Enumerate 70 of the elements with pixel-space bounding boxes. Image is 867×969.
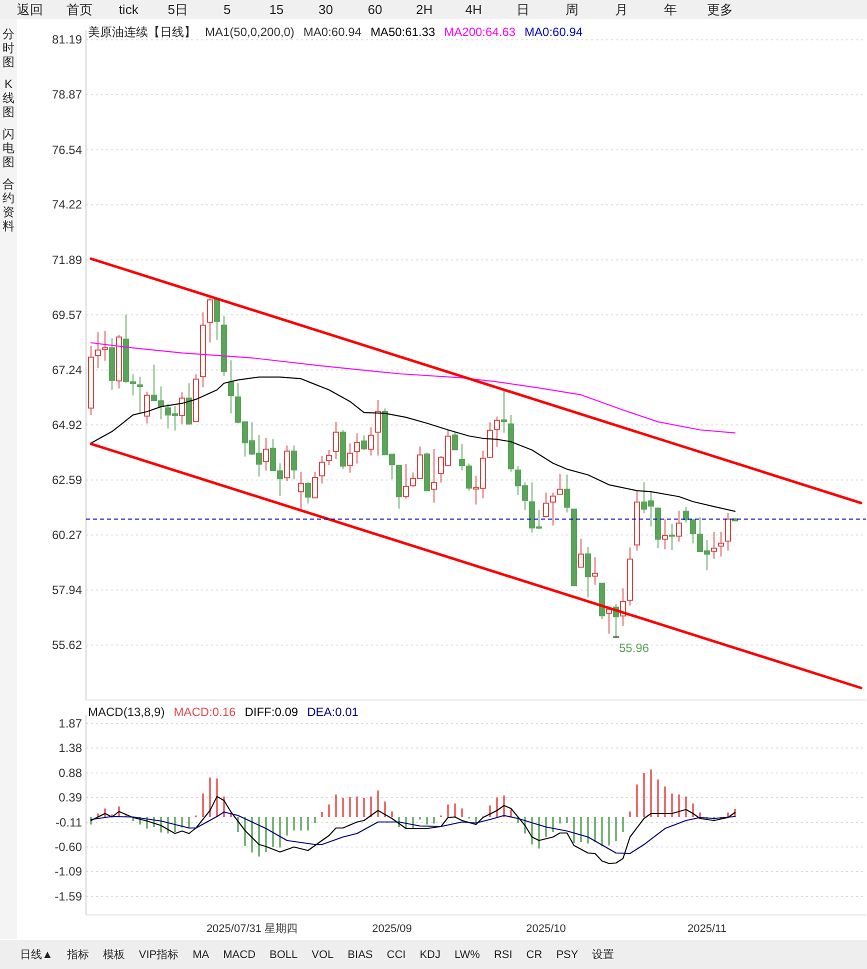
chart-title: MACD(13,8,9) <box>88 705 165 719</box>
text: 分时图 <box>2 27 14 69</box>
text: 2H <box>416 2 433 17</box>
y-tick-label: 74.22 <box>52 198 82 212</box>
text: CCI <box>386 949 406 961</box>
y-tick-label: 55.62 <box>52 638 82 652</box>
y-tick-label: 57.94 <box>52 583 82 598</box>
ref-line-label: MA0:60.94 <box>524 25 583 39</box>
text: 指标 <box>66 949 89 961</box>
x-tick-label: 2025/10 <box>526 923 566 935</box>
text: 更多 <box>707 2 733 17</box>
y-tick-label: -0.11 <box>56 816 82 830</box>
text: 设置 <box>592 949 614 961</box>
y-tick-label: 67.24 <box>52 362 82 377</box>
text: DIFF:0.09 <box>244 705 298 719</box>
x-tick-label: 2025/11 <box>688 923 726 935</box>
x-tick-label: 2025/07/31 星期四 <box>206 923 298 935</box>
y-tick-label: 78.87 <box>52 88 82 102</box>
annotation: MA1(50,0,200,0) <box>205 25 294 39</box>
y-tick-label: 60.27 <box>52 528 82 542</box>
text: 30 <box>318 2 333 17</box>
text: 5 <box>224 2 231 17</box>
y-tick-label: 0.88 <box>58 766 82 780</box>
text: MACD <box>223 949 256 961</box>
text: VIP指标 <box>138 949 179 961</box>
text: LW% <box>454 949 480 961</box>
y-tick-label: 62.59 <box>52 473 82 488</box>
text: MA200:64.63 <box>444 25 516 39</box>
annotation: MA0:60.94 <box>303 25 362 39</box>
text: 闪电图 <box>2 127 14 169</box>
annotation: 55.96 <box>619 641 650 656</box>
y-tick-label: 69.57 <box>52 308 82 322</box>
text: 合约资料 <box>2 177 14 233</box>
y-tick-label: 71.89 <box>52 252 82 267</box>
text: BIAS <box>348 949 373 961</box>
text: K线图 <box>2 77 14 119</box>
text: 日线▲ <box>20 948 53 961</box>
y-tick-label: -1.59 <box>54 890 82 904</box>
y-tick-label: 0.39 <box>58 790 82 804</box>
text: BOLL <box>270 949 298 961</box>
text: tick <box>118 2 139 17</box>
y-tick-label: -0.60 <box>54 840 82 854</box>
x-tick-label: 2025/09 <box>372 923 412 935</box>
text: 5日 <box>168 2 188 17</box>
text: 返回 <box>17 2 43 17</box>
text: 模板 <box>102 949 125 961</box>
text: 日 <box>516 2 530 17</box>
chart-title: 美原油连续【日线】 <box>88 25 196 39</box>
text: DEA:0.01 <box>307 705 359 719</box>
text: 60 <box>368 2 382 17</box>
text: MACD:0.16 <box>174 705 236 719</box>
text: MA <box>192 949 210 961</box>
text: RSI <box>494 949 512 961</box>
text: MA50:61.33 <box>370 25 436 39</box>
text: 周 <box>566 2 579 17</box>
text: 15 <box>269 2 284 17</box>
y-tick-label: 76.54 <box>52 142 82 157</box>
text: CR <box>526 949 542 961</box>
text: KDJ <box>420 949 440 961</box>
y-tick-label: 1.38 <box>58 741 82 755</box>
text: 首页 <box>66 2 92 17</box>
y-tick-label: -1.09 <box>54 864 82 878</box>
y-tick-label: 81.19 <box>52 32 82 47</box>
text: 月 <box>614 2 628 17</box>
text: 年 <box>664 2 678 17</box>
y-tick-label: 64.92 <box>52 418 82 432</box>
text: PSY <box>556 949 579 961</box>
text: 4H <box>465 2 482 17</box>
text: VOL <box>312 949 334 961</box>
y-tick-label: 1.87 <box>58 716 82 730</box>
